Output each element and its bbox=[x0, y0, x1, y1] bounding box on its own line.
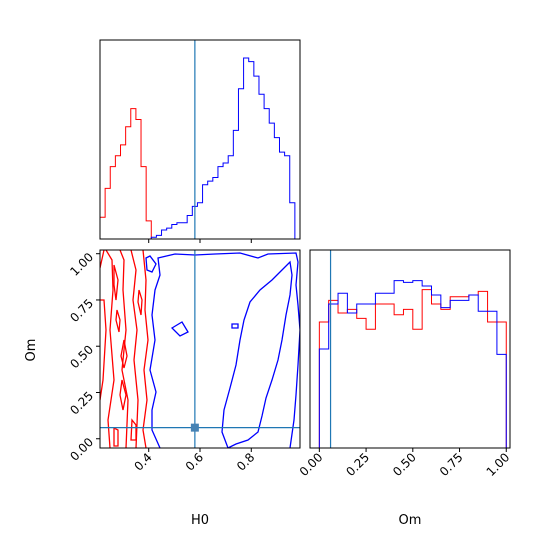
contour-a bbox=[115, 309, 121, 333]
contour-a bbox=[142, 250, 149, 448]
y-axis-label: Om bbox=[24, 339, 39, 362]
contour-a bbox=[113, 426, 119, 447]
x-tick-label: 0.4 bbox=[131, 450, 154, 473]
contour-b bbox=[221, 260, 293, 448]
joint-contour-panel: 0.4 0.6 0.8 0.00 0.25 0.50 0.75 1.00 H0 Om bbox=[24, 249, 301, 528]
hist-series-1 bbox=[99, 108, 157, 240]
contour-a bbox=[100, 250, 107, 401]
contour-b bbox=[149, 252, 300, 448]
joint-frame bbox=[99, 249, 301, 449]
y-tick-label: 1.00 bbox=[67, 250, 96, 279]
contours-series-b bbox=[145, 252, 300, 448]
contour-a bbox=[113, 264, 119, 301]
om-x-tick-label: 0.50 bbox=[390, 450, 419, 479]
contour-a bbox=[119, 379, 127, 411]
om-marginal-panel: 0.00 0.25 0.50 0.75 1.00 Om bbox=[297, 249, 513, 528]
x-tick-label: 0.6 bbox=[183, 450, 206, 473]
contour-a bbox=[105, 250, 115, 448]
om-axis-label: Om bbox=[399, 513, 422, 528]
om-x-tick-label: 0.00 bbox=[297, 450, 326, 479]
truth-point-marker bbox=[190, 423, 199, 432]
contour-b bbox=[145, 255, 157, 273]
hist-series-2 bbox=[100, 57, 296, 240]
contours-series-a bbox=[100, 250, 149, 448]
contour-a bbox=[137, 289, 143, 316]
om-x-tick-label: 0.25 bbox=[343, 450, 372, 479]
x-tick-label: 0.8 bbox=[234, 450, 257, 473]
om-x-tick-label: 1.00 bbox=[484, 450, 513, 479]
contour-a bbox=[130, 418, 137, 441]
om-x-tick-label: 0.75 bbox=[437, 450, 466, 479]
x-axis-label: H0 bbox=[191, 513, 209, 528]
hist-series-2 bbox=[310, 280, 507, 449]
contour-b bbox=[231, 323, 239, 329]
y-tick-label: 0.50 bbox=[67, 342, 96, 371]
y-tick-label: 0.00 bbox=[67, 435, 96, 464]
y-tick-label: 0.25 bbox=[67, 389, 96, 418]
contour-a bbox=[120, 339, 128, 369]
contour-a bbox=[130, 250, 139, 448]
contour-b bbox=[170, 321, 189, 337]
om-marginal-frame bbox=[309, 249, 511, 449]
y-tick-label: 0.75 bbox=[67, 296, 96, 325]
h0-marginal-panel bbox=[99, 39, 301, 243]
contour-a bbox=[119, 250, 129, 448]
hist-series-1 bbox=[310, 289, 507, 449]
h0-marginal-frame bbox=[99, 39, 301, 240]
